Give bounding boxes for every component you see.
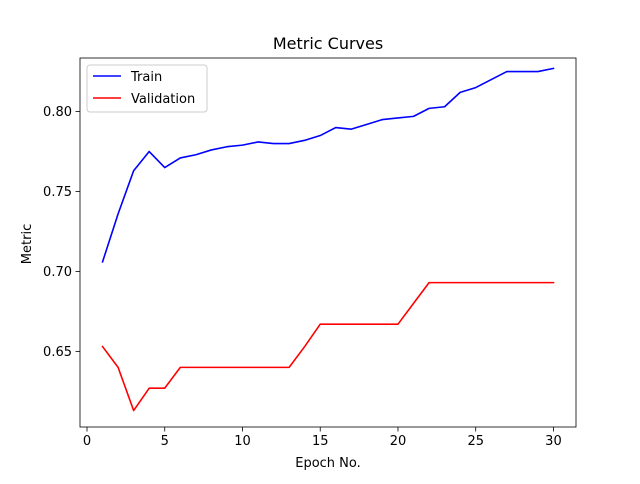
chart-title: Metric Curves <box>273 34 383 53</box>
x-tick-label: 25 <box>467 434 484 449</box>
y-tick-label: 0.80 <box>43 105 72 120</box>
y-axis-ticks: 0.65 0.70 0.75 0.80 <box>43 105 80 360</box>
x-tick-label: 0 <box>83 434 91 449</box>
legend: Train Validation <box>86 64 208 113</box>
plot-area <box>79 57 577 428</box>
y-axis-label: Metric <box>20 224 35 264</box>
series-line-train <box>101 67 555 263</box>
legend-label: Train <box>130 70 162 85</box>
x-tick-label: 15 <box>312 434 329 449</box>
series-line-validation <box>101 281 555 412</box>
x-axis-ticks: 0 5 10 15 20 25 30 <box>83 427 562 449</box>
x-tick-label: 5 <box>161 434 169 449</box>
x-tick-label: 10 <box>234 434 251 449</box>
y-tick-label: 0.75 <box>43 185 72 200</box>
axes-frame <box>79 57 577 428</box>
x-axis-label: Epoch No. <box>295 456 361 471</box>
y-tick-label: 0.70 <box>43 265 72 280</box>
y-tick-label: 0.65 <box>43 345 72 360</box>
x-tick-label: 30 <box>545 434 562 449</box>
x-tick-label: 20 <box>390 434 407 449</box>
legend-label: Validation <box>131 92 195 107</box>
